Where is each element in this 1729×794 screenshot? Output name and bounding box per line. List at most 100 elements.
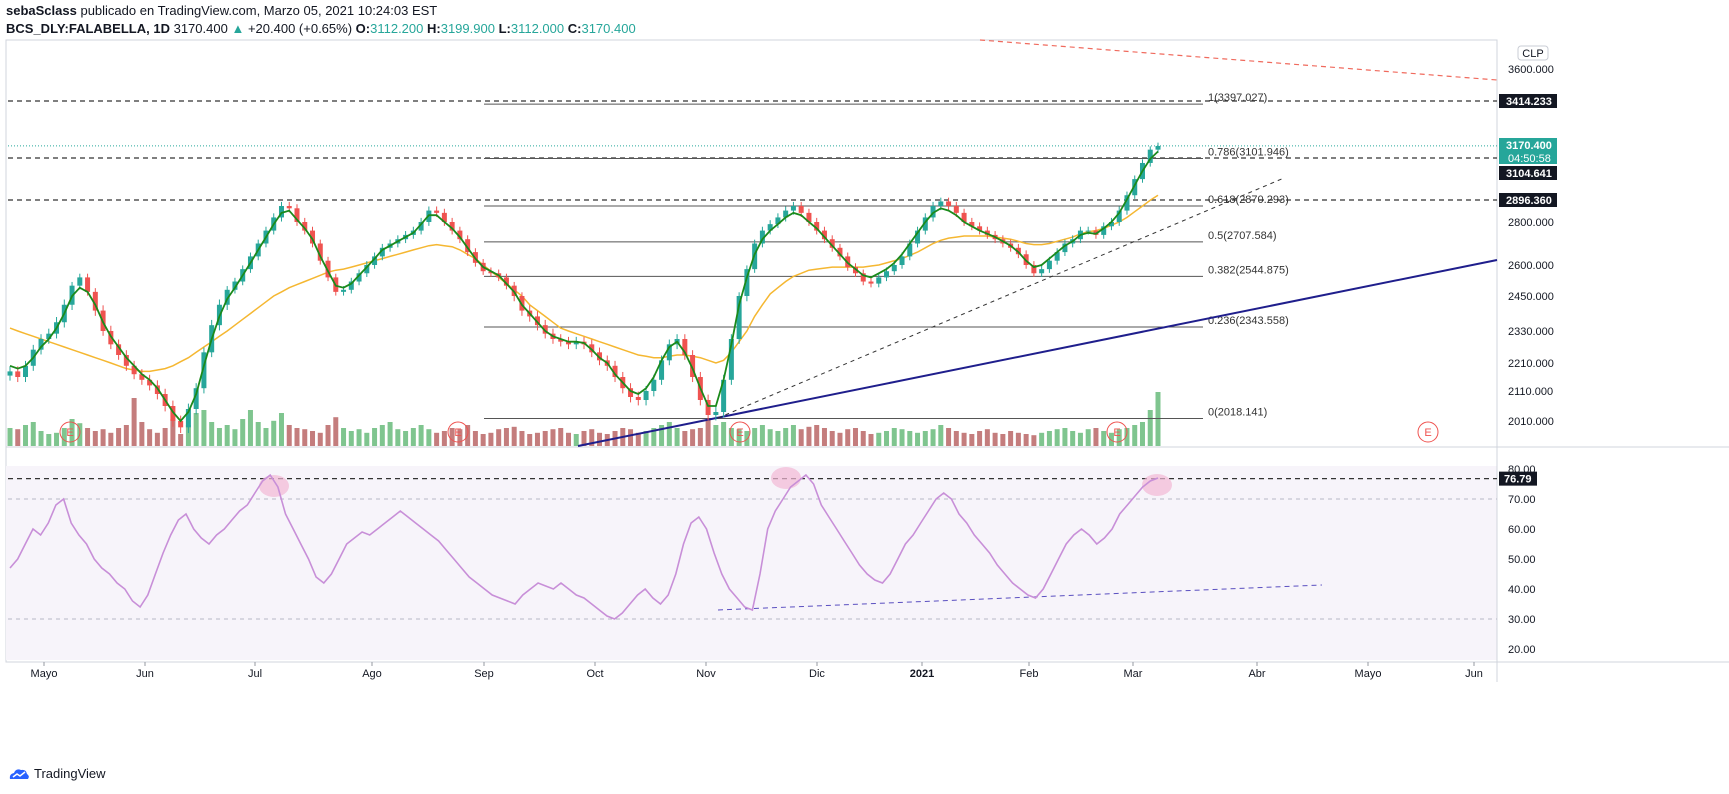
candle-body <box>46 333 52 339</box>
x-tick-label: Ago <box>362 668 382 680</box>
volume-bar <box>426 429 432 446</box>
candle-body <box>193 388 199 409</box>
volume-bar <box>302 429 308 446</box>
volume-bar <box>1008 431 1014 446</box>
x-tick-label: Jun <box>1465 668 1483 680</box>
candle-body <box>7 371 13 376</box>
candle-body <box>1124 195 1130 211</box>
last-price: 3170.400 <box>173 21 228 36</box>
price-tag-label: 3170.400 <box>1506 140 1552 152</box>
volume-bar <box>1015 432 1021 446</box>
volume-bar <box>403 431 409 446</box>
chart-canvas[interactable]: CLP Mayo Jun Jul Ago Sep Oct Nov Dic 2021 Feb Mar Ab… <box>0 0 1729 760</box>
volume-bar <box>736 429 742 446</box>
volume-bar <box>147 429 153 446</box>
author-name[interactable]: sebaSclass <box>6 3 77 18</box>
volume-bar <box>387 422 393 446</box>
earnings-marker-label: E <box>1113 427 1120 439</box>
publish-date: publicado en TradingView.com, Marzo 05, … <box>80 3 438 18</box>
rsi-overbought-highlight <box>1142 474 1172 496</box>
rsi-y-tick-label: 30.00 <box>1508 614 1536 626</box>
price-tag-label: 3414.233 <box>1506 96 1552 108</box>
price-change: +20.400 (+0.65%) <box>247 21 353 36</box>
volume-bar <box>1039 432 1045 446</box>
fib-level-label: 0.618(2870.293) <box>1208 194 1289 206</box>
candle-body <box>666 344 672 361</box>
candle-body <box>984 230 990 235</box>
volume-bar <box>496 429 502 446</box>
volume-bar <box>690 429 696 446</box>
price-tag-label: 2896.360 <box>1506 195 1552 207</box>
volume-bar <box>775 431 781 446</box>
currency-label: CLP <box>1522 48 1543 60</box>
volume-bar <box>868 434 874 446</box>
volume-bar <box>651 428 657 446</box>
volume-bar <box>185 425 191 446</box>
volume-bar <box>752 428 758 446</box>
volume-bar <box>1062 428 1068 446</box>
volume-bar <box>907 431 913 446</box>
volume-bar <box>884 431 890 446</box>
earnings-marker <box>1417 421 1439 443</box>
volume-bar <box>457 429 463 446</box>
volume-bar <box>674 428 680 446</box>
earnings-marker-label: E <box>736 427 743 439</box>
candle-body <box>38 339 44 350</box>
earnings-marker-label: E <box>454 427 461 439</box>
price-tag-bg <box>1499 193 1557 207</box>
support-trendline-dashed <box>717 177 1285 419</box>
volume-bar <box>317 432 323 446</box>
candle-body <box>201 352 207 389</box>
candle-body <box>372 256 378 265</box>
resistance-trendline <box>979 39 1498 81</box>
candle-body <box>503 277 509 286</box>
volume-bar <box>550 429 556 446</box>
volume-bar <box>395 429 401 446</box>
fib-level-label: 0.5(2707.584) <box>1208 230 1277 242</box>
candle-body <box>286 206 292 209</box>
volume-bar <box>798 429 804 446</box>
volume-bar <box>131 398 137 446</box>
candle-body <box>558 339 564 342</box>
candle-body <box>829 239 835 248</box>
candle-body <box>1116 210 1122 222</box>
candle-body <box>899 256 905 265</box>
volume-bar <box>294 428 300 446</box>
volume-bar <box>286 425 292 446</box>
rsi-y-tick-label: 50.00 <box>1508 554 1536 566</box>
candle-body <box>868 281 874 284</box>
candle-body <box>348 281 354 290</box>
volume-bar <box>744 431 750 446</box>
volume-bar <box>255 422 261 446</box>
volume-bar <box>915 432 921 446</box>
candle-body <box>278 206 284 218</box>
volume-bar <box>643 431 649 446</box>
rsi-overbought-highlight <box>771 467 801 489</box>
volume-bar <box>480 434 486 446</box>
low-value: 3112.000 <box>510 21 565 36</box>
volume-bar <box>178 434 184 446</box>
candle-body <box>341 289 347 292</box>
open-value: 3112.200 <box>370 21 424 36</box>
x-tick-label: Abr <box>1248 668 1265 680</box>
volume-bar <box>503 428 509 446</box>
high-label: H: <box>427 21 441 36</box>
volume-bar <box>527 434 533 446</box>
rsi-y-tick-label: 70.00 <box>1508 494 1536 506</box>
candle-body <box>302 222 308 231</box>
tradingview-logo[interactable]: TradingView <box>8 766 106 781</box>
candle-body <box>790 206 796 211</box>
candle-body <box>488 271 494 274</box>
volume-bar <box>1108 432 1114 446</box>
candle-body <box>534 316 540 326</box>
x-tick-label: Dic <box>809 668 825 680</box>
volume-bar <box>1101 431 1107 446</box>
volume-bar <box>953 431 959 446</box>
volume-bar <box>232 429 238 446</box>
tradingview-cloud-icon <box>9 768 29 779</box>
candle-body <box>1108 222 1114 227</box>
volume-bar <box>69 419 75 446</box>
fib-level-label: 1(3397.027) <box>1208 92 1267 104</box>
candle-body <box>814 222 820 231</box>
volume-bar <box>837 432 843 446</box>
